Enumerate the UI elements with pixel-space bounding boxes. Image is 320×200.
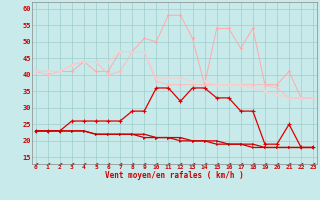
X-axis label: Vent moyen/en rafales ( km/h ): Vent moyen/en rafales ( km/h )	[105, 171, 244, 180]
